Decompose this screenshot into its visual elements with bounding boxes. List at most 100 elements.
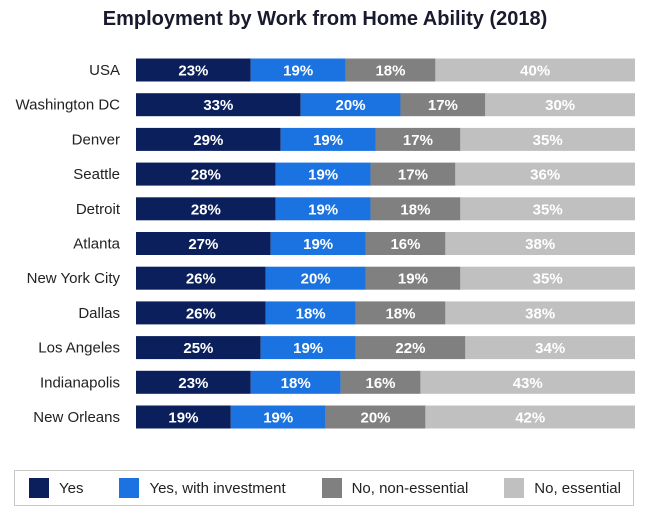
bar-los-angeles-yes (136, 336, 261, 360)
data-label-detroit-no-essential: 35% (533, 201, 563, 218)
data-label-detroit-no-non-essential: 18% (400, 201, 430, 218)
data-label-atlanta-no-essential: 38% (525, 236, 555, 253)
category-label-indianapolis: Indianapolis (40, 374, 120, 391)
legend-label-no-essential: No, essential (534, 479, 621, 497)
bar-los-angeles-yes-with-investment (260, 336, 356, 360)
data-label-los-angeles-yes: 25% (183, 340, 213, 357)
data-label-new-york-city-yes-with-investment: 20% (301, 271, 331, 288)
data-label-dallas-no-essential: 38% (525, 305, 555, 322)
bar-usa-no-non-essential (345, 58, 436, 82)
data-label-washington-dc-no-essential: 30% (545, 97, 575, 114)
data-label-new-orleans-no-non-essential: 20% (361, 410, 391, 427)
bar-indianapolis-no-essential (420, 370, 635, 394)
bar-indianapolis-yes (136, 370, 251, 394)
category-label-new-orleans: New Orleans (33, 409, 120, 426)
category-label-seattle: Seattle (73, 166, 120, 183)
bar-denver-yes-with-investment (280, 127, 376, 151)
bar-new-orleans-yes-with-investment (230, 405, 326, 429)
data-label-detroit-yes-with-investment: 19% (308, 201, 338, 218)
legend-swatch-no-non-essential (321, 478, 342, 498)
bar-atlanta-no-non-essential (365, 232, 446, 255)
data-label-seattle-yes-with-investment: 19% (308, 167, 338, 184)
data-label-dallas-yes: 26% (186, 305, 216, 322)
bar-dallas-yes (136, 301, 266, 325)
bar-dallas-no-essential (445, 301, 635, 325)
data-label-new-orleans-yes-with-investment: 19% (263, 410, 293, 427)
data-label-denver-yes: 29% (193, 132, 223, 149)
data-label-usa-yes: 23% (178, 63, 208, 80)
data-label-atlanta-yes-with-investment: 19% (303, 236, 333, 253)
bar-seattle-yes (136, 162, 276, 186)
bar-denver-no-essential (460, 127, 635, 151)
bar-new-york-city-yes-with-investment (265, 266, 366, 290)
bar-detroit-no-non-essential (370, 197, 461, 221)
data-label-usa-yes-with-investment: 19% (283, 63, 313, 80)
bar-new-york-city-yes (136, 266, 266, 290)
legend-item-no-essential: No, essential (504, 478, 621, 498)
bar-usa-yes-with-investment (250, 58, 346, 82)
data-label-atlanta-yes: 27% (188, 236, 218, 253)
data-label-usa-no-non-essential: 18% (375, 63, 405, 80)
bar-denver-no-non-essential (375, 127, 461, 151)
bar-new-york-city-no-essential (460, 266, 635, 290)
bar-indianapolis-no-non-essential (340, 370, 421, 394)
data-label-washington-dc-no-non-essential: 17% (428, 97, 458, 114)
data-label-dallas-no-non-essential: 18% (385, 305, 415, 322)
bar-seattle-no-essential (455, 162, 635, 186)
bar-los-angeles-no-essential (465, 336, 635, 360)
bar-atlanta-yes-with-investment (270, 232, 366, 255)
bar-new-orleans-no-essential (425, 405, 635, 429)
data-label-washington-dc-yes-with-investment: 20% (336, 97, 366, 114)
bar-detroit-yes (136, 197, 276, 221)
legend-swatch-yes-with-investment (119, 478, 140, 498)
data-label-seattle-no-non-essential: 17% (398, 167, 428, 184)
category-label-dallas: Dallas (78, 305, 120, 322)
data-label-usa-no-essential: 40% (520, 63, 550, 80)
category-label-washington-dc: Washington DC (16, 97, 121, 114)
data-label-new-york-city-no-non-essential: 19% (398, 271, 428, 288)
bar-dallas-yes-with-investment (265, 301, 356, 325)
category-label-detroit: Detroit (76, 201, 121, 218)
bar-seattle-no-non-essential (370, 162, 456, 186)
category-label-denver: Denver (72, 131, 120, 148)
bar-atlanta-yes (136, 232, 271, 255)
category-label-usa: USA (89, 62, 120, 79)
bar-usa-yes (136, 58, 251, 82)
bar-detroit-no-essential (460, 197, 635, 221)
data-label-new-york-city-yes: 26% (186, 271, 216, 288)
data-label-denver-yes-with-investment: 19% (313, 132, 343, 149)
data-label-denver-no-non-essential: 17% (403, 132, 433, 149)
bar-new-york-city-no-non-essential (365, 266, 461, 290)
bar-denver-yes (136, 127, 281, 151)
chart-legend: Yes Yes, with investment No, non-essenti… (14, 470, 634, 506)
legend-label-yes-with-investment: Yes, with investment (149, 479, 286, 497)
data-label-new-orleans-no-essential: 42% (515, 410, 545, 427)
category-label-los-angeles: Los Angeles (38, 340, 120, 357)
data-label-los-angeles-no-essential: 34% (535, 340, 565, 357)
data-label-seattle-no-essential: 36% (530, 167, 560, 184)
data-label-dallas-yes-with-investment: 18% (296, 305, 326, 322)
bar-indianapolis-yes-with-investment (250, 370, 341, 394)
legend-swatch-no-essential (504, 478, 525, 498)
bar-washington-dc-yes-with-investment (300, 93, 401, 117)
data-label-new-york-city-no-essential: 35% (533, 271, 563, 288)
data-label-indianapolis-yes-with-investment: 18% (281, 375, 311, 392)
data-label-los-angeles-yes-with-investment: 19% (293, 340, 323, 357)
stacked-bar-chart: USA 23% 19% 18% 40% Washington DC 33% 20% 17% 30%… (16, 58, 635, 429)
data-label-new-orleans-yes: 19% (168, 410, 198, 427)
bar-washington-dc-no-non-essential (400, 93, 486, 117)
bar-atlanta-no-essential (445, 232, 635, 255)
legend-label-yes: Yes (59, 479, 84, 497)
bar-new-orleans-no-non-essential (325, 405, 426, 429)
data-label-indianapolis-no-essential: 43% (513, 375, 543, 392)
bar-seattle-yes-with-investment (275, 162, 371, 186)
data-label-washington-dc-yes: 33% (203, 97, 233, 114)
bar-los-angeles-no-non-essential (355, 336, 466, 360)
data-label-indianapolis-no-non-essential: 16% (365, 375, 395, 392)
data-label-seattle-yes: 28% (191, 167, 221, 184)
legend-swatch-yes (29, 478, 49, 498)
data-label-los-angeles-no-non-essential: 22% (395, 340, 425, 357)
bar-dallas-no-non-essential (355, 301, 446, 325)
bar-washington-dc-yes (136, 93, 301, 117)
data-label-detroit-yes: 28% (191, 201, 221, 218)
